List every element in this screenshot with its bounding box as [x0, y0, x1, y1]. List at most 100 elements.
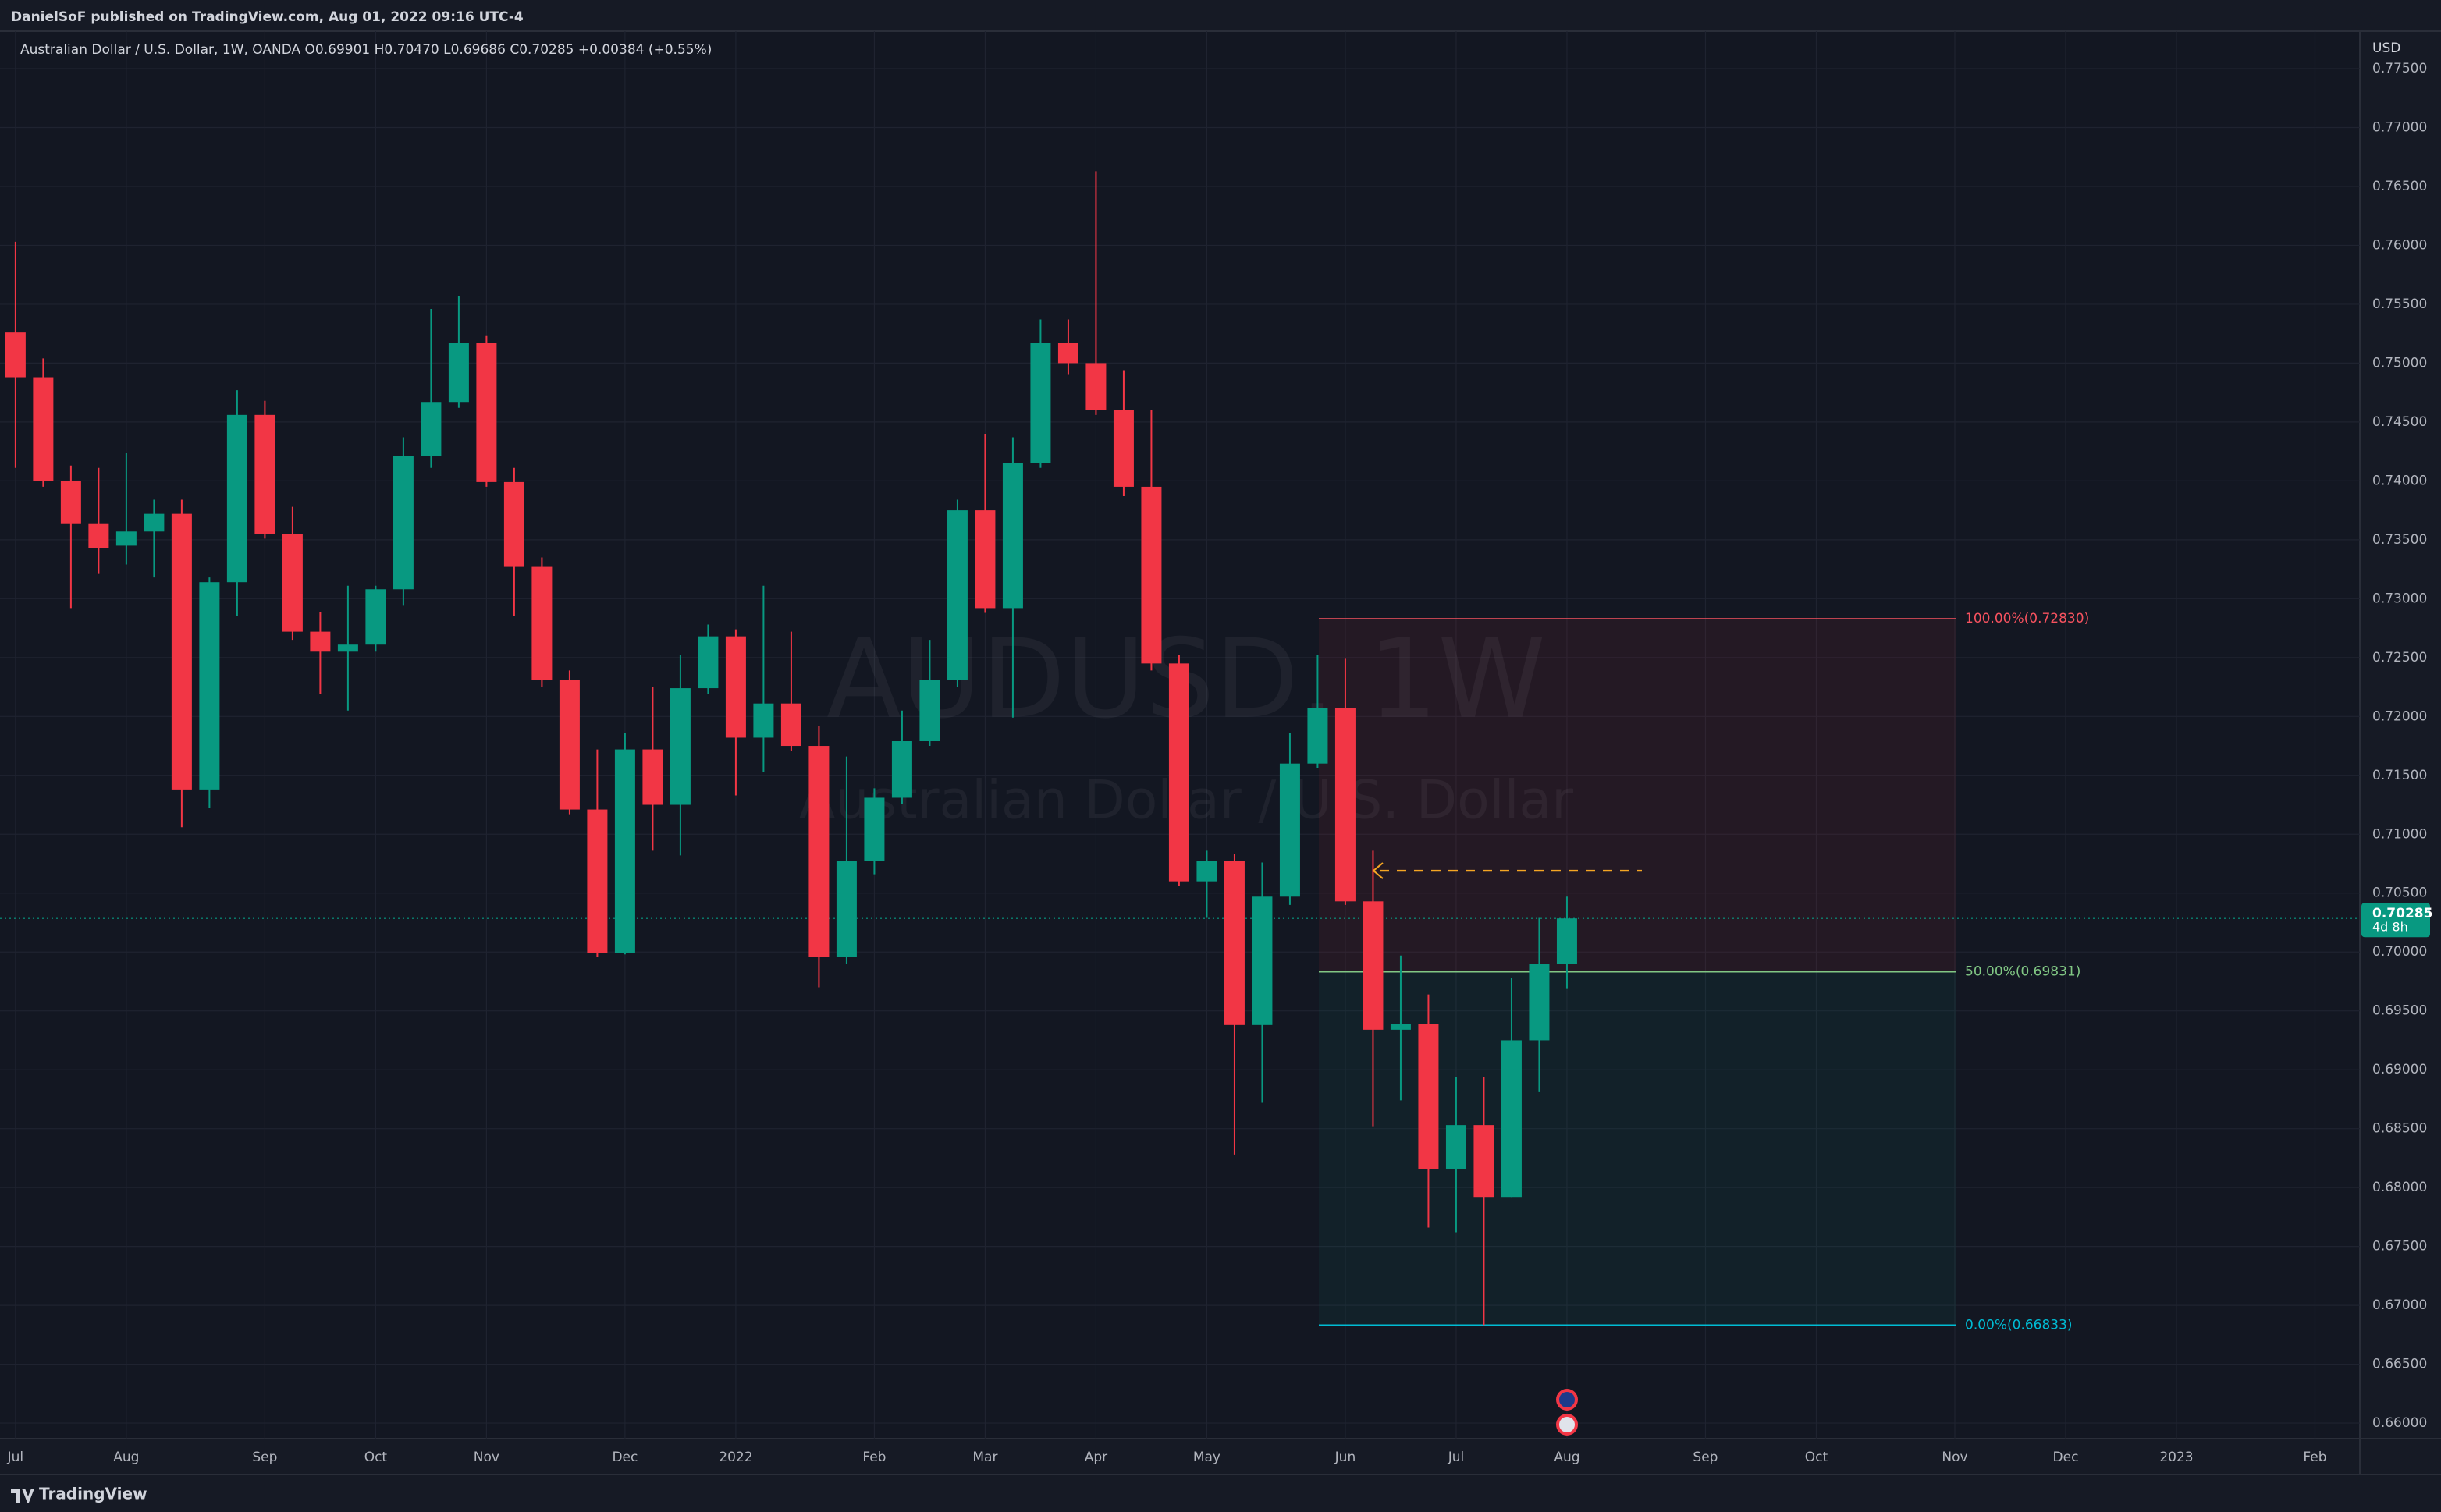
x-tick-label: 2022 — [719, 1450, 752, 1465]
candle-body — [1334, 708, 1356, 902]
candle-body — [1002, 463, 1023, 609]
publisher: DanielSoF published on TradingView.com, … — [11, 9, 524, 25]
candle-body — [614, 749, 635, 953]
legend-value: O0.69901 — [305, 42, 371, 58]
x-tick-label: Aug — [1554, 1450, 1579, 1465]
y-tick-label: 0.72000 — [2372, 708, 2427, 724]
candle-body — [503, 481, 524, 567]
y-tick-label: 0.66000 — [2372, 1415, 2427, 1431]
x-tick-label: Nov — [474, 1450, 499, 1465]
candle-body — [531, 566, 553, 680]
candle-body — [1473, 1125, 1494, 1198]
candle-body — [1113, 410, 1134, 487]
currency: USD — [2372, 41, 2400, 56]
x-tick-label: Sep — [1693, 1450, 1718, 1465]
candle-body — [60, 481, 81, 524]
candle-body — [337, 644, 358, 652]
candle-body — [670, 688, 691, 805]
candle-body — [144, 513, 165, 532]
candle-body — [254, 414, 275, 534]
y-tick-label: 0.76500 — [2372, 179, 2427, 194]
y-tick-label: 0.69500 — [2372, 1003, 2427, 1019]
y-tick-label: 0.75500 — [2372, 296, 2427, 312]
event-icon-face — [1559, 1417, 1575, 1432]
candle-body — [1529, 964, 1550, 1041]
y-tick-label: 0.75000 — [2372, 355, 2427, 371]
candle-body — [1390, 1024, 1411, 1030]
last-price-box — [2361, 903, 2430, 938]
candle-body — [1252, 896, 1273, 1025]
legend: Australian Dollar / U.S. Dollar, 1W, OAN… — [20, 42, 712, 58]
x-tick-label: Jul — [1448, 1450, 1465, 1465]
candle-body — [836, 861, 857, 957]
y-tick-label: 0.70000 — [2372, 944, 2427, 960]
x-tick-label: Oct — [1805, 1450, 1828, 1465]
candle-body — [780, 703, 801, 747]
last-price-label: 0.70285 — [2372, 906, 2432, 921]
y-tick-label: 0.68000 — [2372, 1180, 2427, 1195]
candle-body — [559, 680, 580, 810]
candle-body — [808, 746, 830, 957]
y-tick-label: 0.67000 — [2372, 1297, 2427, 1313]
y-tick-label: 0.71500 — [2372, 768, 2427, 783]
x-tick-label: Feb — [862, 1450, 886, 1465]
candle-body — [947, 510, 968, 680]
x-tick-label: Sep — [252, 1450, 277, 1465]
candle-body — [365, 589, 386, 645]
candle-body — [199, 582, 220, 790]
fib-zone — [1319, 971, 1956, 1326]
fib-zone — [1319, 619, 1956, 972]
candle-body — [587, 809, 608, 953]
brand-name: TradingView — [39, 1485, 147, 1503]
y-tick-label: 0.74500 — [2372, 414, 2427, 430]
legend-value: +0.00384 (+0.55%) — [578, 42, 712, 58]
candle-body — [393, 456, 414, 590]
candle-body — [864, 797, 885, 861]
candle-body — [226, 414, 247, 583]
candle-body — [642, 749, 663, 805]
x-tick-label: Oct — [364, 1450, 388, 1465]
candle-body — [310, 631, 331, 652]
candle-body — [171, 513, 192, 790]
candle-body — [1445, 1125, 1466, 1169]
fib-label: 50.00%(0.69831) — [1965, 964, 2080, 980]
candle-body — [33, 377, 54, 481]
legend-title: Australian Dollar / U.S. Dollar, 1W, OAN… — [20, 42, 301, 58]
candle-body — [1307, 708, 1328, 764]
x-tick-label: Aug — [113, 1450, 139, 1465]
y-tick-label: 0.70500 — [2372, 886, 2427, 901]
candle-body — [1168, 663, 1189, 882]
x-tick-label: Nov — [1942, 1450, 1967, 1465]
candle-body — [1418, 1024, 1439, 1169]
candle-body — [1363, 901, 1384, 1030]
y-tick-label: 0.68500 — [2372, 1121, 2427, 1137]
candle-body — [1141, 486, 1162, 664]
x-tick-label: Dec — [612, 1450, 638, 1465]
brand: TradingView — [11, 1485, 147, 1503]
x-tick-label: Apr — [1085, 1450, 1107, 1465]
candle-body — [1224, 861, 1245, 1025]
candle-body — [448, 343, 469, 403]
candle-body — [115, 531, 137, 546]
y-tick-label: 0.66500 — [2372, 1357, 2427, 1372]
candle-body — [1085, 363, 1107, 410]
candle-body — [282, 534, 303, 632]
legend-value: C0.70285 — [510, 42, 574, 58]
candle-body — [753, 703, 774, 738]
fib-label: 100.00%(0.72830) — [1965, 611, 2089, 626]
y-tick-label: 0.73500 — [2372, 532, 2427, 548]
candle-body — [975, 510, 996, 609]
candle-body — [5, 332, 26, 378]
alert-arrow — [1372, 862, 1384, 879]
candle-body — [698, 636, 719, 689]
x-tick-label: Jun — [1334, 1450, 1356, 1465]
x-tick-label: May — [1193, 1450, 1220, 1465]
candle-body — [1501, 1040, 1522, 1198]
candle-body — [1057, 343, 1078, 364]
y-tick-label: 0.72500 — [2372, 650, 2427, 665]
candle-body — [1196, 861, 1217, 882]
y-tick-label: 0.71000 — [2372, 826, 2427, 842]
y-tick-label: 0.67500 — [2372, 1239, 2427, 1255]
candle-body — [919, 680, 940, 742]
